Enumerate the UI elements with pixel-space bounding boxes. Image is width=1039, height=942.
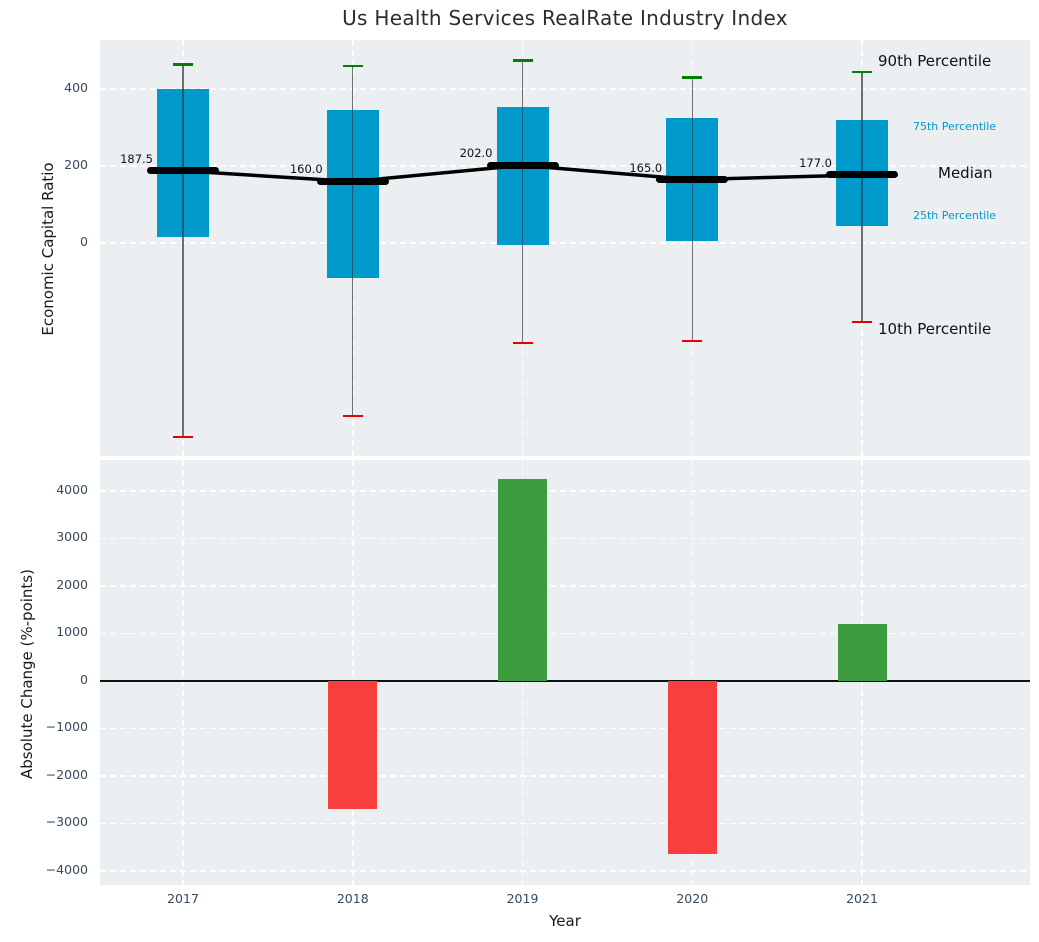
y-tick-label: 2000 [56, 576, 88, 592]
gridline-h [100, 870, 1030, 872]
whisker-line-inner [352, 110, 354, 278]
gridline-v [182, 460, 184, 885]
y-tick-label: −4000 [45, 861, 88, 877]
x-tick-label: 2020 [676, 891, 709, 906]
bar-plot-area [100, 460, 1030, 885]
x-tick-label: 2017 [167, 891, 199, 906]
zero-baseline [100, 679, 1030, 682]
p10-cap [173, 435, 193, 439]
gridline-h [100, 822, 1030, 825]
p10-cap [512, 341, 533, 345]
median-segment [656, 176, 729, 184]
p10-cap [682, 339, 703, 343]
gridline-h [100, 585, 1030, 587]
median-value-label: 177.0 [799, 155, 832, 170]
chart-title: Us Health Services RealRate Industry Ind… [342, 6, 788, 30]
annotation-75th-percentile: 75th Percentile [913, 120, 997, 134]
gridline-h [100, 537, 1030, 540]
p90-cap [682, 76, 703, 79]
median-segment [826, 171, 898, 179]
gridline-h [100, 88, 1030, 90]
p90-cap [173, 62, 193, 66]
x-tick-label: 2019 [506, 891, 539, 906]
whisker-line-inner [182, 89, 184, 238]
y-tick-label: −2000 [45, 766, 88, 782]
whisker-line [182, 64, 184, 438]
y-tick-label: 4000 [56, 481, 88, 497]
box-plot-area [100, 40, 1030, 456]
median-value-label: 187.5 [120, 151, 153, 166]
x-axis-label: Year [549, 912, 581, 930]
gridline-v [352, 460, 354, 885]
change-bar-2019 [498, 478, 547, 681]
p10-cap [852, 320, 872, 324]
whisker-line-inner [521, 106, 524, 245]
p10-cap [342, 414, 363, 418]
gridline-h [100, 490, 1030, 492]
gridline-h [100, 632, 1030, 635]
x-tick-label: 2021 [846, 891, 878, 906]
y-tick-label: 0 [80, 671, 88, 687]
gridline-h [100, 727, 1030, 730]
gridline-h [100, 242, 1030, 244]
change-bar-2018 [328, 680, 378, 809]
x-tick-label: 2018 [336, 891, 369, 906]
p90-cap [852, 70, 872, 74]
median-value-label: 160.0 [289, 162, 323, 177]
median-value-label: 165.0 [629, 160, 663, 175]
y-tick-label: 1000 [56, 624, 88, 640]
annotation-10th-percentile: 10th Percentile [878, 320, 992, 339]
gridline-v [691, 460, 693, 885]
y-tick-label: −1000 [45, 719, 88, 735]
change-bar-2021 [837, 623, 887, 681]
annotation-90th-percentile: 90th Percentile [878, 52, 992, 71]
median-segment [316, 177, 389, 185]
change-bar-2020 [667, 680, 717, 855]
annotation-25th-percentile: 25th Percentile [913, 208, 997, 222]
p90-cap [512, 59, 533, 62]
median-value-label: 202.0 [459, 146, 493, 161]
median-segment [486, 161, 559, 169]
y-tick-label: −3000 [45, 814, 88, 830]
y-tick-label: 200 [64, 157, 88, 173]
y-tick-label: 0 [80, 234, 88, 249]
annotation-median: Median [938, 164, 993, 183]
p90-cap [342, 64, 363, 68]
median-segment [147, 167, 219, 175]
gridline-h [100, 775, 1030, 777]
y-tick-label: 400 [64, 80, 88, 96]
y-tick-label: 3000 [56, 529, 88, 545]
